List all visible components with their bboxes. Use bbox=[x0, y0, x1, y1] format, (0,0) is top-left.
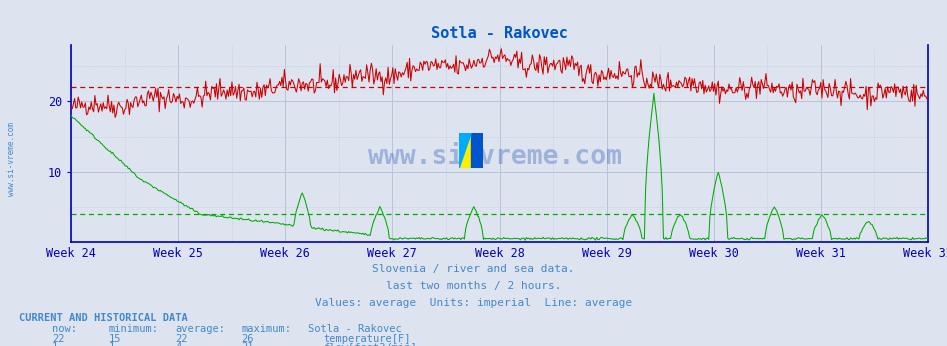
Text: Sotla - Rakovec: Sotla - Rakovec bbox=[308, 324, 402, 334]
Text: last two months / 2 hours.: last two months / 2 hours. bbox=[385, 281, 562, 291]
Text: 1: 1 bbox=[52, 342, 59, 346]
Text: 15: 15 bbox=[109, 334, 121, 344]
Text: average:: average: bbox=[175, 324, 225, 334]
Text: 1: 1 bbox=[109, 342, 116, 346]
Text: CURRENT AND HISTORICAL DATA: CURRENT AND HISTORICAL DATA bbox=[19, 313, 188, 323]
Text: temperature[F]: temperature[F] bbox=[323, 334, 410, 344]
Text: www.si-vreme.com: www.si-vreme.com bbox=[7, 122, 16, 196]
Bar bbox=[472, 133, 483, 168]
Text: 4: 4 bbox=[175, 342, 182, 346]
Text: 22: 22 bbox=[52, 334, 64, 344]
Text: www.si-vreme.com: www.si-vreme.com bbox=[368, 144, 622, 170]
Text: 22: 22 bbox=[175, 334, 188, 344]
Title: Sotla - Rakovec: Sotla - Rakovec bbox=[431, 26, 568, 41]
Text: now:: now: bbox=[52, 324, 77, 334]
Text: Slovenia / river and sea data.: Slovenia / river and sea data. bbox=[372, 264, 575, 274]
Text: 21: 21 bbox=[241, 342, 254, 346]
Text: 26: 26 bbox=[241, 334, 254, 344]
Text: flow[foot3/min]: flow[foot3/min] bbox=[323, 342, 417, 346]
Text: minimum:: minimum: bbox=[109, 324, 159, 334]
Polygon shape bbox=[459, 133, 472, 168]
Text: Values: average  Units: imperial  Line: average: Values: average Units: imperial Line: av… bbox=[314, 298, 633, 308]
Text: maximum:: maximum: bbox=[241, 324, 292, 334]
